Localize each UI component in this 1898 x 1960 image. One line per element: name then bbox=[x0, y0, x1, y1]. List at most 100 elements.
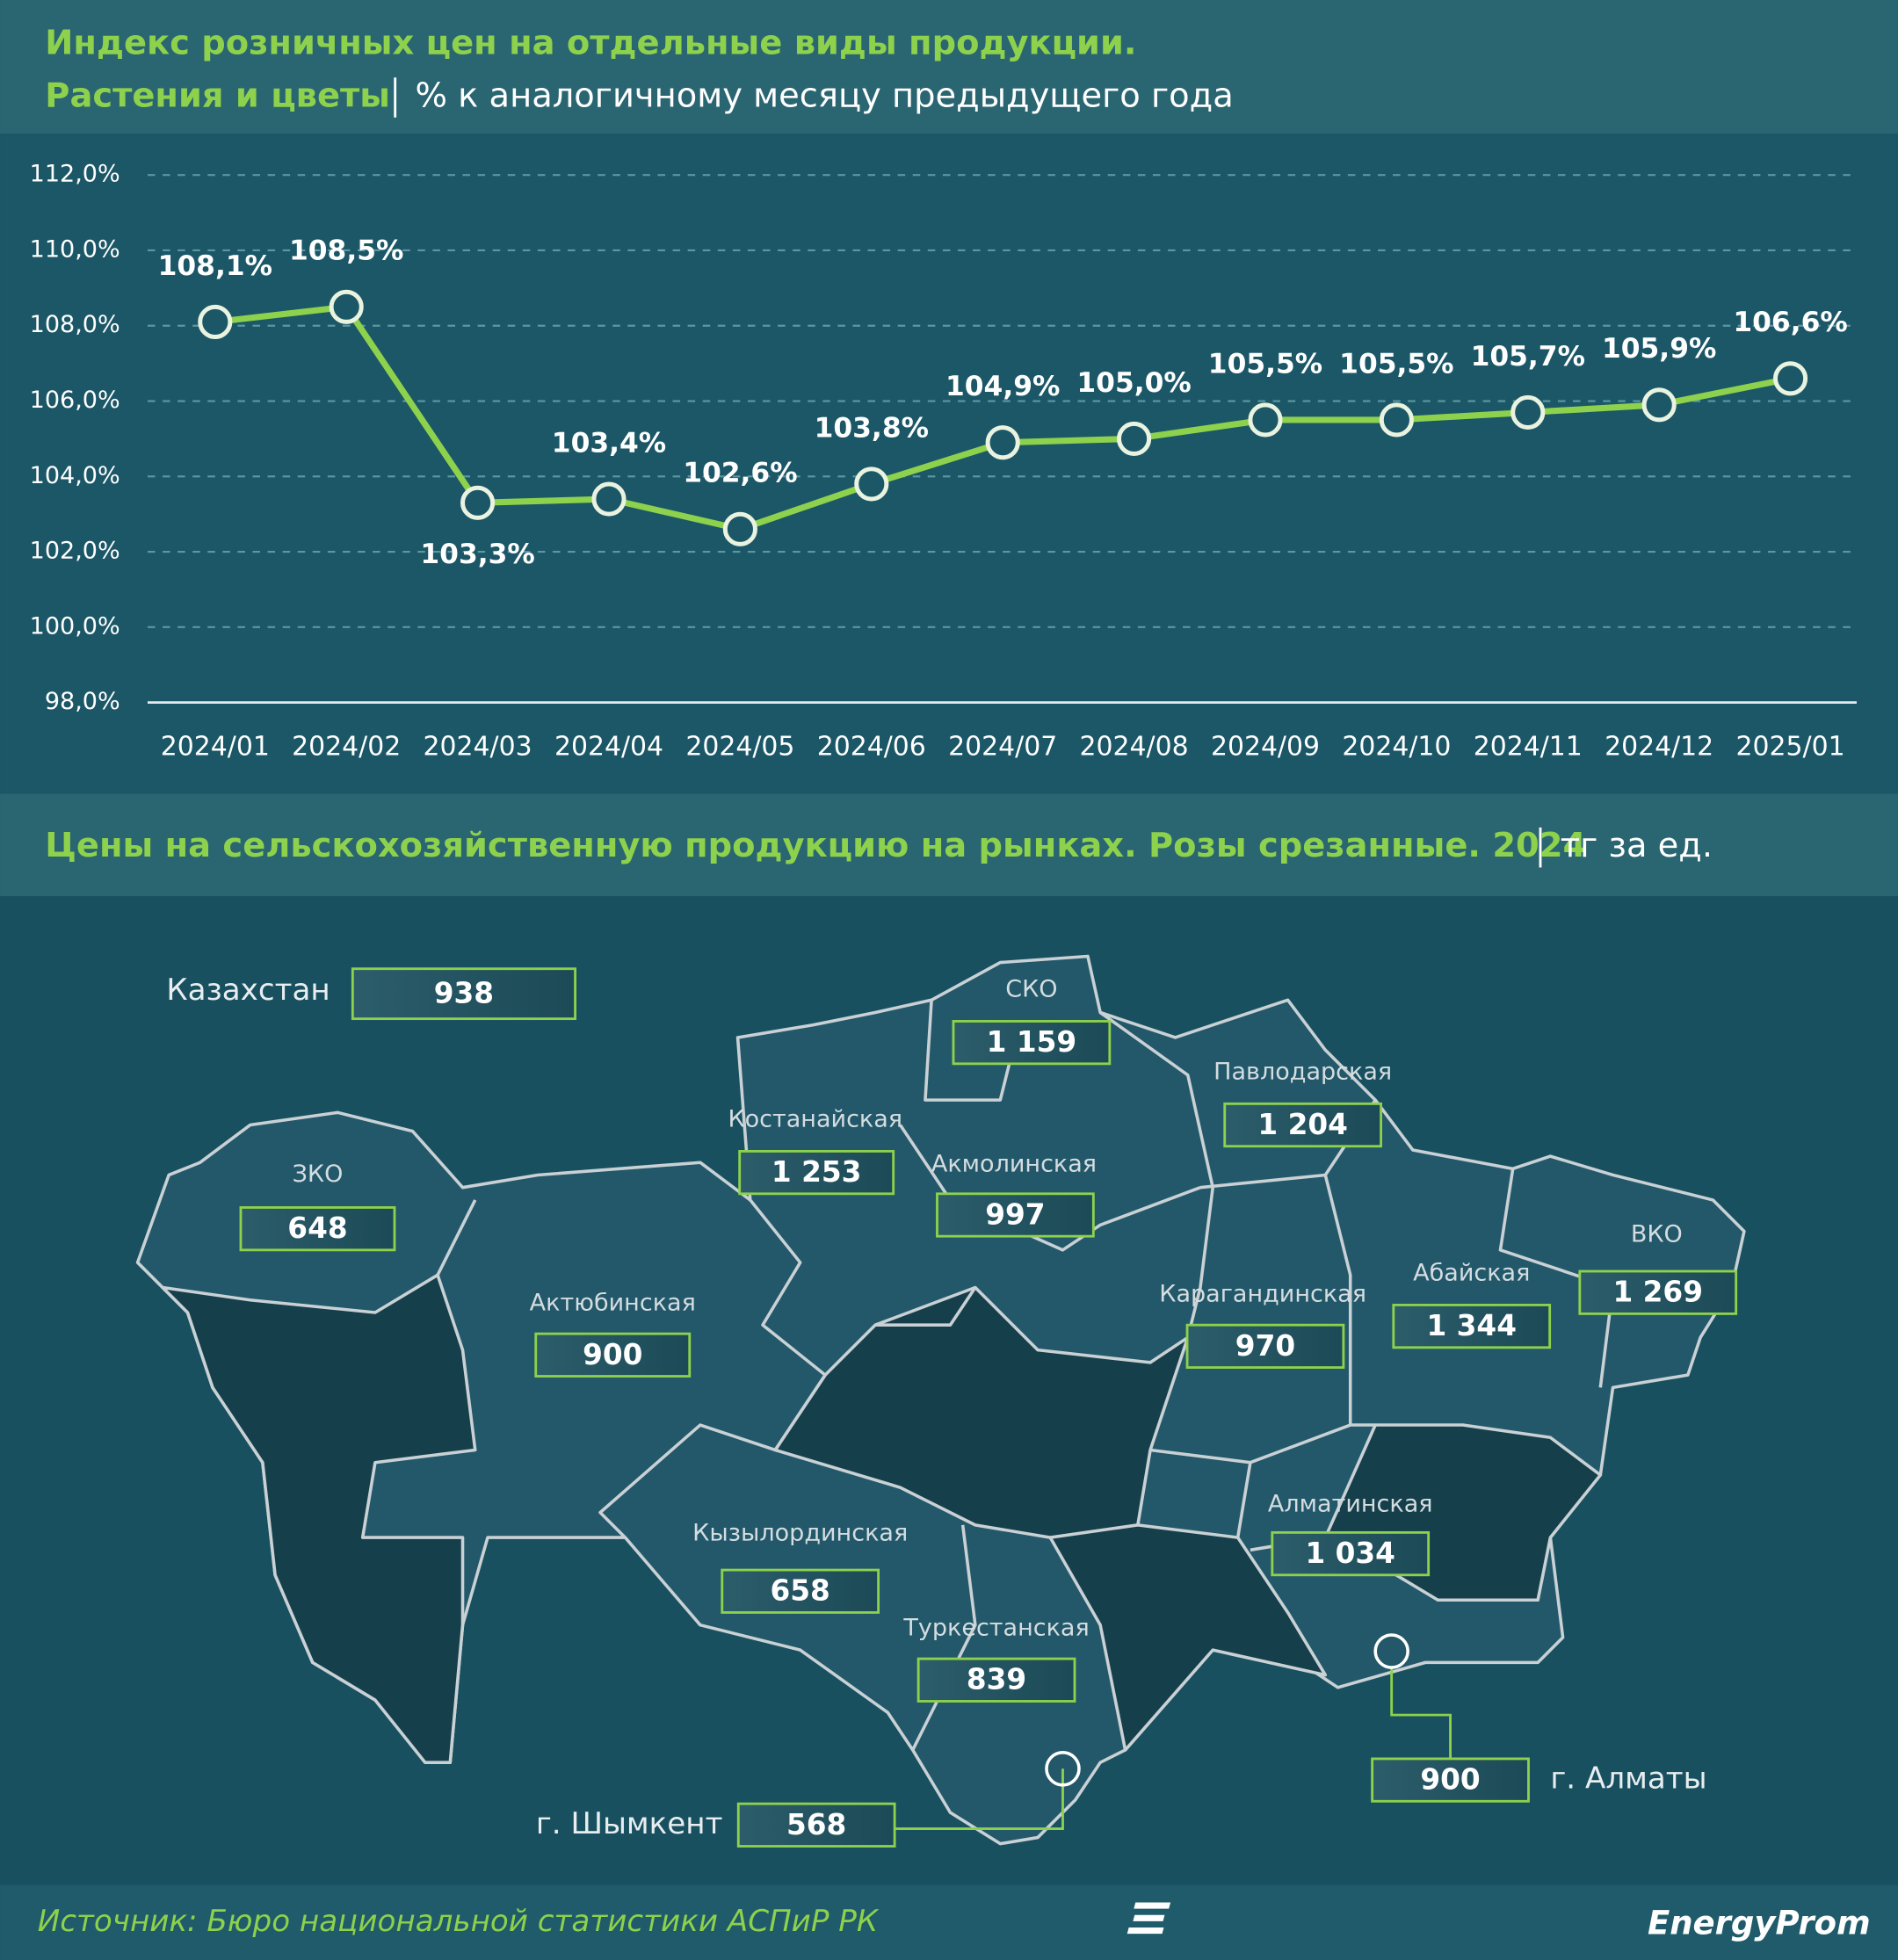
value-box bbox=[1185, 1323, 1345, 1370]
value-box bbox=[351, 967, 576, 1021]
value-box bbox=[721, 1568, 880, 1614]
region-name: Алматинская bbox=[1268, 1491, 1433, 1518]
value-box bbox=[936, 1192, 1095, 1238]
marker bbox=[1773, 361, 1808, 396]
marker bbox=[1379, 402, 1414, 438]
data-label: 105,5% bbox=[1339, 348, 1453, 380]
chart-panel bbox=[0, 134, 1898, 794]
y-tick-label: 98,0% bbox=[45, 688, 120, 715]
city-marker bbox=[1045, 1751, 1081, 1787]
y-tick-label: 106,0% bbox=[30, 387, 120, 414]
value-box bbox=[916, 1657, 1076, 1703]
region-name: Акмолинская bbox=[931, 1151, 1097, 1178]
header-band bbox=[0, 0, 1898, 134]
y-tick-label: 100,0% bbox=[30, 612, 120, 640]
source: Источник: Бюро национальной статистики А… bbox=[38, 1904, 880, 1939]
value-label: 568 bbox=[786, 1808, 846, 1841]
value-box bbox=[1578, 1269, 1738, 1315]
region-name: Казахстан bbox=[166, 973, 330, 1008]
value-label: 1 269 bbox=[1613, 1276, 1703, 1309]
chart-title: Индекс розничных цен на отдельные виды п… bbox=[45, 24, 1136, 63]
region-name: СКО bbox=[1005, 975, 1057, 1002]
x-tick-label: 2024/04 bbox=[554, 731, 663, 762]
data-label: 108,1% bbox=[158, 250, 272, 282]
data-label: 102,6% bbox=[683, 458, 797, 489]
marker bbox=[460, 485, 496, 520]
data-label: 105,5% bbox=[1208, 348, 1322, 380]
region-name: Карагандинская bbox=[1159, 1281, 1366, 1308]
value-box bbox=[736, 1802, 896, 1848]
logo: EnergyProm bbox=[1648, 1905, 1871, 1942]
value-box bbox=[1223, 1102, 1383, 1148]
x-tick-label: 2024/06 bbox=[817, 731, 926, 762]
logo-bar bbox=[1134, 1902, 1171, 1909]
chart-subtitle: Растения и цветы bbox=[45, 76, 390, 115]
data-label: 104,9% bbox=[945, 371, 1060, 402]
region-name: ВКО bbox=[1631, 1220, 1683, 1248]
marker bbox=[722, 511, 757, 546]
map-title: Цены на сельскохозяйственную продукцию н… bbox=[45, 826, 1586, 865]
region-zhambyl bbox=[1048, 1523, 1328, 1752]
data-label: 105,9% bbox=[1602, 333, 1716, 365]
logo-bar bbox=[1133, 1914, 1165, 1921]
region-name: ЗКО bbox=[293, 1161, 344, 1188]
data-label: 103,3% bbox=[420, 539, 534, 570]
x-tick-label: 2024/02 bbox=[292, 731, 401, 762]
value-label: 1 034 bbox=[1305, 1537, 1395, 1570]
region-name: Туркестанская bbox=[902, 1614, 1089, 1641]
map-header-band bbox=[0, 793, 1898, 897]
connector bbox=[894, 1768, 1064, 1831]
value-box bbox=[1271, 1530, 1431, 1577]
value-label: 1 204 bbox=[1257, 1108, 1347, 1141]
map-unit: тг за ед. bbox=[1561, 826, 1713, 865]
value-label: 839 bbox=[967, 1663, 1026, 1696]
value-box bbox=[534, 1332, 692, 1378]
value-box bbox=[239, 1206, 396, 1252]
x-tick-label: 2024/09 bbox=[1211, 731, 1320, 762]
value-label: 997 bbox=[985, 1197, 1045, 1231]
chart-unit: % к аналогичному месяцу предыдущего года bbox=[415, 76, 1233, 115]
value-label: 938 bbox=[434, 977, 494, 1010]
logo-mark bbox=[1126, 1902, 1171, 1935]
region-name: г. Алматы bbox=[1550, 1761, 1706, 1797]
y-tick-label: 102,0% bbox=[30, 538, 120, 565]
data-label: 103,4% bbox=[552, 427, 666, 459]
value-box bbox=[1371, 1757, 1530, 1803]
value-label: 648 bbox=[287, 1211, 347, 1245]
value-label: 1 344 bbox=[1427, 1309, 1517, 1342]
data-label: 105,0% bbox=[1076, 367, 1191, 399]
region-name: Павлодарская bbox=[1213, 1058, 1392, 1085]
value-label: 1 159 bbox=[987, 1025, 1076, 1059]
marker bbox=[1248, 402, 1283, 438]
x-tick-label: 2024/03 bbox=[424, 731, 532, 762]
region-name: Актюбинская bbox=[530, 1290, 696, 1317]
y-tick-label: 108,0% bbox=[30, 311, 120, 338]
data-label: 105,7% bbox=[1471, 341, 1585, 372]
x-tick-label: 2024/11 bbox=[1474, 731, 1583, 762]
x-tick-label: 2024/05 bbox=[685, 731, 794, 762]
marker bbox=[985, 425, 1020, 460]
marker bbox=[1641, 387, 1677, 423]
value-label: 1 253 bbox=[772, 1155, 861, 1189]
marker bbox=[198, 304, 233, 340]
region-name: Кызылординская bbox=[692, 1519, 908, 1546]
data-label: 103,8% bbox=[815, 412, 929, 444]
value-box bbox=[1392, 1304, 1552, 1349]
x-tick-label: 2024/08 bbox=[1080, 731, 1189, 762]
value-label: 970 bbox=[1235, 1329, 1295, 1363]
x-tick-label: 2024/07 bbox=[948, 731, 1057, 762]
region-name: Костанайская bbox=[728, 1105, 902, 1132]
marker bbox=[854, 466, 889, 502]
x-tick-label: 2025/01 bbox=[1736, 731, 1845, 762]
x-tick-label: 2024/12 bbox=[1605, 731, 1713, 762]
marker bbox=[1117, 421, 1152, 456]
x-tick-label: 2024/10 bbox=[1342, 731, 1451, 762]
region-name: Абайская bbox=[1413, 1259, 1530, 1286]
y-tick-label: 112,0% bbox=[30, 161, 120, 188]
marker bbox=[1510, 394, 1546, 430]
footer-band bbox=[0, 1884, 1898, 1960]
value-label: 658 bbox=[771, 1574, 830, 1608]
y-tick-label: 104,0% bbox=[30, 462, 120, 489]
